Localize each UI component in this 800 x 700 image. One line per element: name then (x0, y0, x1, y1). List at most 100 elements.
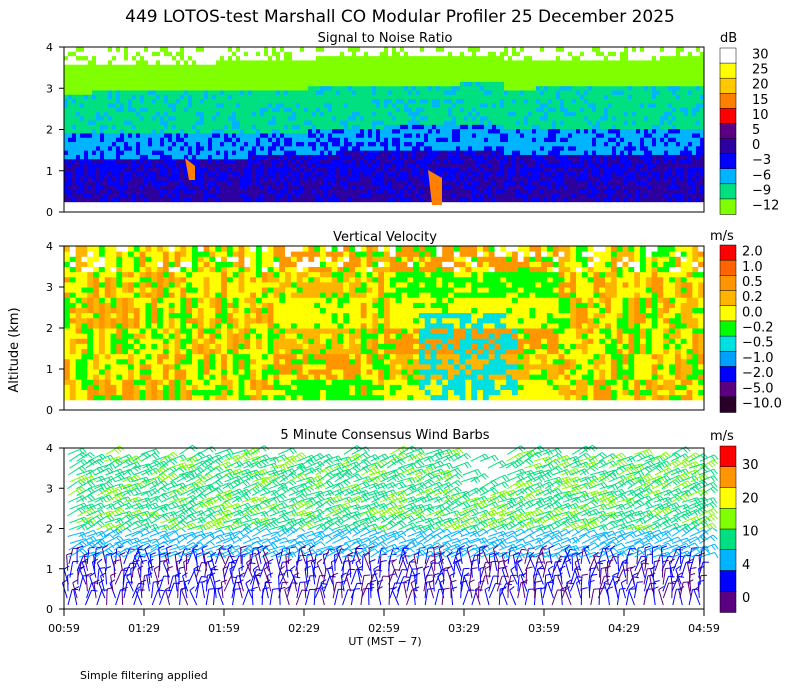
snr-cell (208, 94, 213, 100)
snr-cell (164, 175, 169, 181)
snr-cell (204, 59, 209, 65)
snr-cell (132, 171, 137, 177)
snr-cell (380, 163, 385, 168)
snr-cell (372, 163, 377, 168)
snr-cell (392, 68, 397, 74)
snr-cell (428, 107, 433, 112)
snr-cell (316, 51, 321, 57)
snr-cell (352, 154, 357, 160)
snr-cell (380, 197, 385, 203)
snr-cell (208, 175, 213, 181)
snr-cell (584, 59, 589, 65)
snr-cell (104, 81, 109, 87)
snr-cell (604, 128, 609, 134)
snr-cell (200, 184, 205, 190)
snr-cell (184, 59, 189, 65)
snr-cell (180, 163, 185, 168)
snr-cell (316, 175, 321, 181)
snr-cell (280, 171, 285, 177)
snr-cell (528, 47, 533, 52)
snr-cell (220, 98, 225, 104)
snr-cell (280, 77, 285, 82)
snr-cell (136, 154, 141, 160)
snr-cell (344, 141, 349, 147)
snr-cell (236, 163, 241, 168)
snr-cell (480, 167, 485, 173)
snr-cell (140, 132, 145, 138)
snr-cell (200, 158, 205, 164)
snr-cell (336, 55, 341, 61)
snr-cell (468, 154, 473, 160)
snr-cell (120, 89, 125, 95)
snr-cell (96, 124, 101, 130)
snr-cell (300, 124, 305, 130)
snr-cell (152, 188, 157, 194)
snr-cell (408, 141, 413, 147)
snr-cell (232, 145, 237, 151)
snr-cell (196, 132, 201, 138)
snr-cell (168, 107, 173, 112)
snr-cell (472, 145, 477, 151)
snr-cell (124, 55, 129, 61)
snr-cell (460, 167, 465, 173)
snr-cell (436, 98, 441, 104)
snr-cell (576, 59, 581, 65)
snr-cell (176, 193, 181, 198)
snr-cell (524, 145, 529, 151)
snr-cell (428, 94, 433, 100)
snr-cell (172, 163, 177, 168)
snr-cell (616, 111, 621, 117)
snr-cell (312, 171, 317, 177)
snr-cell (400, 137, 405, 143)
snr-cell (532, 193, 537, 198)
snr-cell (376, 115, 381, 121)
snr-cell (292, 111, 297, 117)
snr-cell (300, 64, 305, 69)
snr-cell (412, 193, 417, 198)
snr-cell (536, 163, 541, 168)
snr-cell (228, 64, 233, 69)
snr-cell (504, 68, 509, 74)
snr-cell (488, 188, 493, 194)
snr-cell (64, 59, 69, 65)
snr-cell (548, 85, 553, 91)
snr-cell (480, 197, 485, 203)
snr-cell (68, 55, 73, 61)
snr-cell (288, 154, 293, 160)
snr-cell (548, 89, 553, 95)
snr-cell (256, 188, 261, 194)
snr-cell (304, 51, 309, 57)
snr-cell (176, 94, 181, 100)
snr-cell (616, 132, 621, 138)
snr-cell (292, 81, 297, 87)
snr-cell (416, 175, 421, 181)
snr-cell (520, 163, 525, 168)
snr-cell (76, 47, 81, 52)
snr-cell (308, 163, 313, 168)
snr-cell (420, 47, 425, 52)
snr-cell (196, 167, 201, 173)
snr-cell (192, 102, 197, 108)
snr-cell (216, 171, 221, 177)
snr-cell (496, 59, 501, 65)
snr-cell (208, 68, 213, 74)
snr-cell (432, 137, 437, 143)
snr-cell (580, 163, 585, 168)
snr-cell (124, 77, 129, 82)
snr-cell (612, 193, 617, 198)
snr-cell (140, 163, 145, 168)
snr-cell (284, 137, 289, 143)
snr-cell (400, 68, 405, 74)
snr-cell (464, 94, 469, 100)
snr-cell (108, 89, 113, 95)
snr-cell (100, 72, 105, 78)
snr-cell (376, 180, 381, 185)
snr-cell (208, 111, 213, 117)
snr-cell (404, 180, 409, 185)
snr-cell (256, 184, 261, 190)
snr-cell (188, 188, 193, 194)
snr-cell (468, 193, 473, 198)
snr-cell (444, 175, 449, 181)
snr-cell (196, 89, 201, 95)
snr-cell (456, 94, 461, 100)
